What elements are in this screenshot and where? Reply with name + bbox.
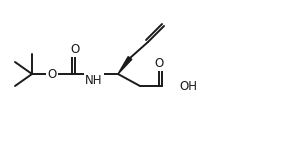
Text: O: O bbox=[70, 42, 80, 56]
Polygon shape bbox=[118, 57, 132, 74]
Text: NH: NH bbox=[85, 74, 103, 86]
Text: O: O bbox=[47, 67, 57, 81]
Text: O: O bbox=[154, 57, 164, 69]
Text: OH: OH bbox=[179, 80, 197, 92]
